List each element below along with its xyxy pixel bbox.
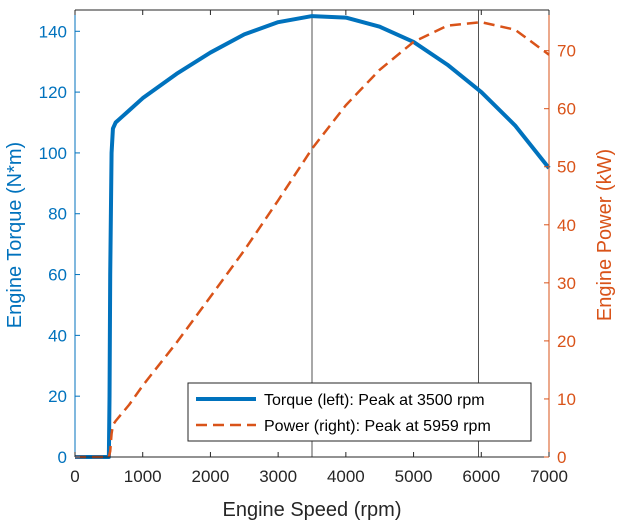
x-tick-label: 5000 bbox=[395, 467, 433, 486]
right-tick-label: 10 bbox=[557, 390, 576, 409]
right-tick-label: 20 bbox=[557, 332, 576, 351]
legend-box bbox=[187, 382, 532, 442]
right-tick-label: 0 bbox=[557, 448, 566, 467]
left-tick-label: 60 bbox=[48, 266, 67, 285]
right-tick-label: 60 bbox=[557, 100, 576, 119]
axes bbox=[74, 9, 550, 458]
x-axis-ticks: 0 1000 2000 3000 4000 5000 6000 7000 bbox=[70, 10, 568, 486]
power-line bbox=[75, 20, 550, 459]
left-axis-ticks: 0 20 40 60 80 100 120 140 bbox=[39, 22, 80, 467]
x-tick-label: 7000 bbox=[530, 467, 568, 486]
x-axis-label: Engine Speed (rpm) bbox=[223, 499, 402, 521]
right-tick-label: 40 bbox=[557, 216, 576, 235]
left-tick-label: 0 bbox=[58, 448, 67, 467]
right-tick-label: 70 bbox=[557, 42, 576, 61]
x-tick-label: 3000 bbox=[259, 467, 297, 486]
x-tick-label: 1000 bbox=[124, 467, 162, 486]
right-tick-label: 50 bbox=[557, 158, 576, 177]
left-tick-label: 80 bbox=[48, 205, 67, 224]
x-tick-label: 0 bbox=[70, 467, 79, 486]
torque-line bbox=[75, 14, 551, 459]
x-tick-label: 4000 bbox=[327, 467, 365, 486]
x-tick-label: 6000 bbox=[462, 467, 500, 486]
legend-power-label: Power (right): Peak at 5959 rpm bbox=[264, 418, 491, 435]
left-tick-label: 120 bbox=[39, 83, 67, 102]
x-tick-label: 2000 bbox=[192, 467, 230, 486]
right-tick-label: 30 bbox=[557, 274, 576, 293]
legend-torque-label: Torque (left): Peak at 3500 rpm bbox=[264, 392, 485, 409]
left-tick-label: 100 bbox=[39, 144, 67, 163]
legend: Torque (left): Peak at 3500 rpm Power (r… bbox=[187, 382, 532, 442]
left-axis-label: Engine Torque (N*m) bbox=[4, 142, 26, 328]
data-series bbox=[75, 14, 551, 459]
left-tick-label: 40 bbox=[48, 326, 67, 345]
left-tick-label: 140 bbox=[39, 22, 67, 41]
right-axis-ticks: 0 10 20 30 40 50 60 70 bbox=[544, 42, 576, 467]
left-tick-label: 20 bbox=[48, 387, 67, 406]
right-axis-label: Engine Power (kW) bbox=[594, 149, 616, 321]
